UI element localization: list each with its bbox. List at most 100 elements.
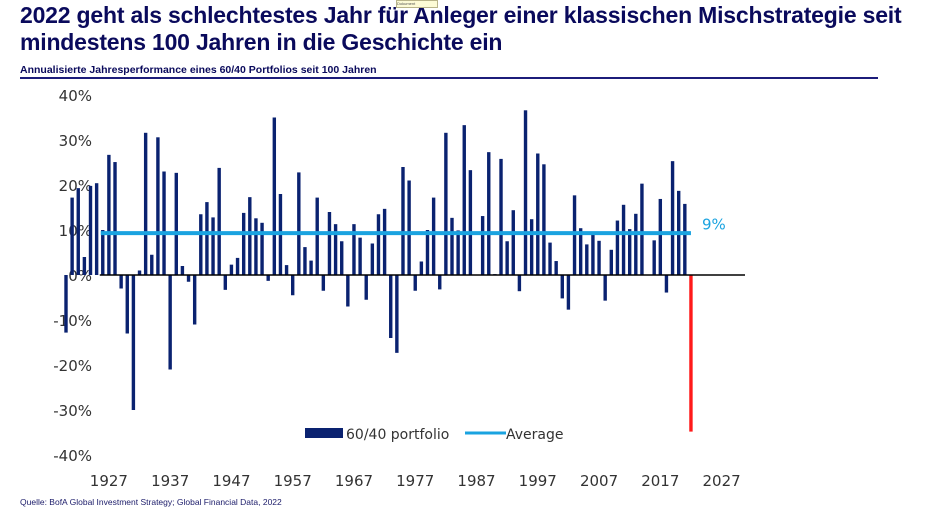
bar-1933 [143,132,148,275]
bar-1978 [419,261,424,275]
legend-swatch-portfolio [305,428,343,438]
bar-1960 [309,260,313,275]
bar-2010 [615,220,620,275]
title-divider [20,77,878,79]
bar-1982 [444,132,448,275]
bar-1929 [119,275,123,289]
x-tick-label: 1987 [457,472,495,490]
bar-1930 [125,275,129,334]
bar-1994 [517,275,522,292]
bar-2013 [634,213,638,275]
bar-1997 [536,153,540,275]
bar-1977 [413,275,417,291]
bar-1928 [113,162,117,275]
y-tick-label: 20% [59,177,92,195]
bar-1921 [70,197,74,275]
bar-2014 [640,183,644,275]
bar-2001 [560,275,564,299]
bar-1965 [340,241,344,275]
x-tick-label: 1937 [151,472,189,490]
bar-1931 [131,275,136,410]
bar-1975 [401,167,405,275]
x-tick-label: 1957 [274,472,312,490]
x-tick-label: 1977 [396,472,434,490]
chart-subtitle: Annualisierte Jahresperformance eines 60… [20,64,377,76]
bar-1973 [389,275,393,338]
bar-1985 [462,125,466,276]
bar-2000 [554,261,558,275]
bar-1934 [150,254,154,275]
bar-2003 [572,195,577,275]
bar-1996 [529,219,534,275]
x-tick-label: 1967 [335,472,373,490]
y-tick-label: -30% [53,402,92,420]
bar-1946 [223,275,228,290]
bar-2016 [652,240,656,275]
bar-1947 [229,264,234,275]
bar-2017 [658,198,663,275]
bar-1974 [395,275,399,353]
tooltip: Dokument verschieben [396,0,438,8]
bar-1940 [186,275,191,282]
bar-1968 [358,237,362,275]
bar-1932 [137,270,142,275]
bar-1952 [260,222,264,275]
bar-1957 [290,275,295,296]
bar-1976 [407,180,411,275]
bar-1971 [376,214,381,275]
bar-2012 [627,229,632,275]
bar-1966 [346,275,350,307]
bar-2004 [578,228,583,275]
x-tick-label: 1947 [212,472,250,490]
bar-1983 [450,217,454,275]
bar-1991 [499,158,503,275]
legend-label-portfolio: 60/40 portfolio [346,427,449,443]
bar-1945 [217,167,221,275]
bar-1969 [364,275,368,300]
x-tick-label: 2007 [580,472,618,490]
bar-2006 [591,234,595,275]
bar-1981 [438,275,442,290]
y-tick-label: 30% [59,132,92,150]
bar-1950 [248,197,252,275]
bar-1936 [162,171,166,275]
bar-1961 [315,197,319,275]
y-tick-label: 10% [59,222,92,240]
bar-1963 [327,212,332,275]
x-axis: 1927 1937 1947 1957 1967 1977 1987 1997 2007 2017… [90,472,741,490]
legend-label-average: Average [506,427,564,443]
bar-1944 [211,217,215,275]
bar-1937 [168,275,172,370]
page-title: 2022 geht als schlechtestes Jahr für Anl… [20,2,902,55]
source-note: Quelle: BofA Global Investment Strategy;… [20,497,282,507]
bar-1989 [487,152,491,275]
bar-1942 [199,214,203,275]
bar-1926 [101,230,105,275]
bar-2018 [664,275,669,293]
bar-highlight-2022 [689,275,693,432]
bar-1938 [174,172,178,275]
x-tick-label: 2017 [641,472,679,490]
bar-1998 [542,164,546,275]
bar-1924 [88,185,93,275]
bar-1953 [266,275,270,281]
bar-1949 [241,212,246,275]
bar-2005 [585,244,589,275]
bar-1920 [64,275,68,333]
bar-series [64,110,693,432]
chart: 40%30%20%10%0%-10%-20%-30%-40% 9% 1927 19… [53,87,745,490]
y-tick-label: 40% [59,87,92,105]
bar-1986 [468,170,473,275]
average-label: 9% [702,216,726,234]
bar-2019 [670,161,675,275]
bar-2009 [609,249,614,275]
bar-2002 [566,275,571,310]
bar-2021 [683,203,687,275]
bar-1970 [370,243,375,275]
bar-2007 [597,240,601,275]
bar-1964 [333,224,338,275]
bar-1962 [321,275,326,291]
y-tick-label: -40% [53,447,92,465]
bar-1972 [382,208,387,275]
bar-1956 [284,265,289,275]
